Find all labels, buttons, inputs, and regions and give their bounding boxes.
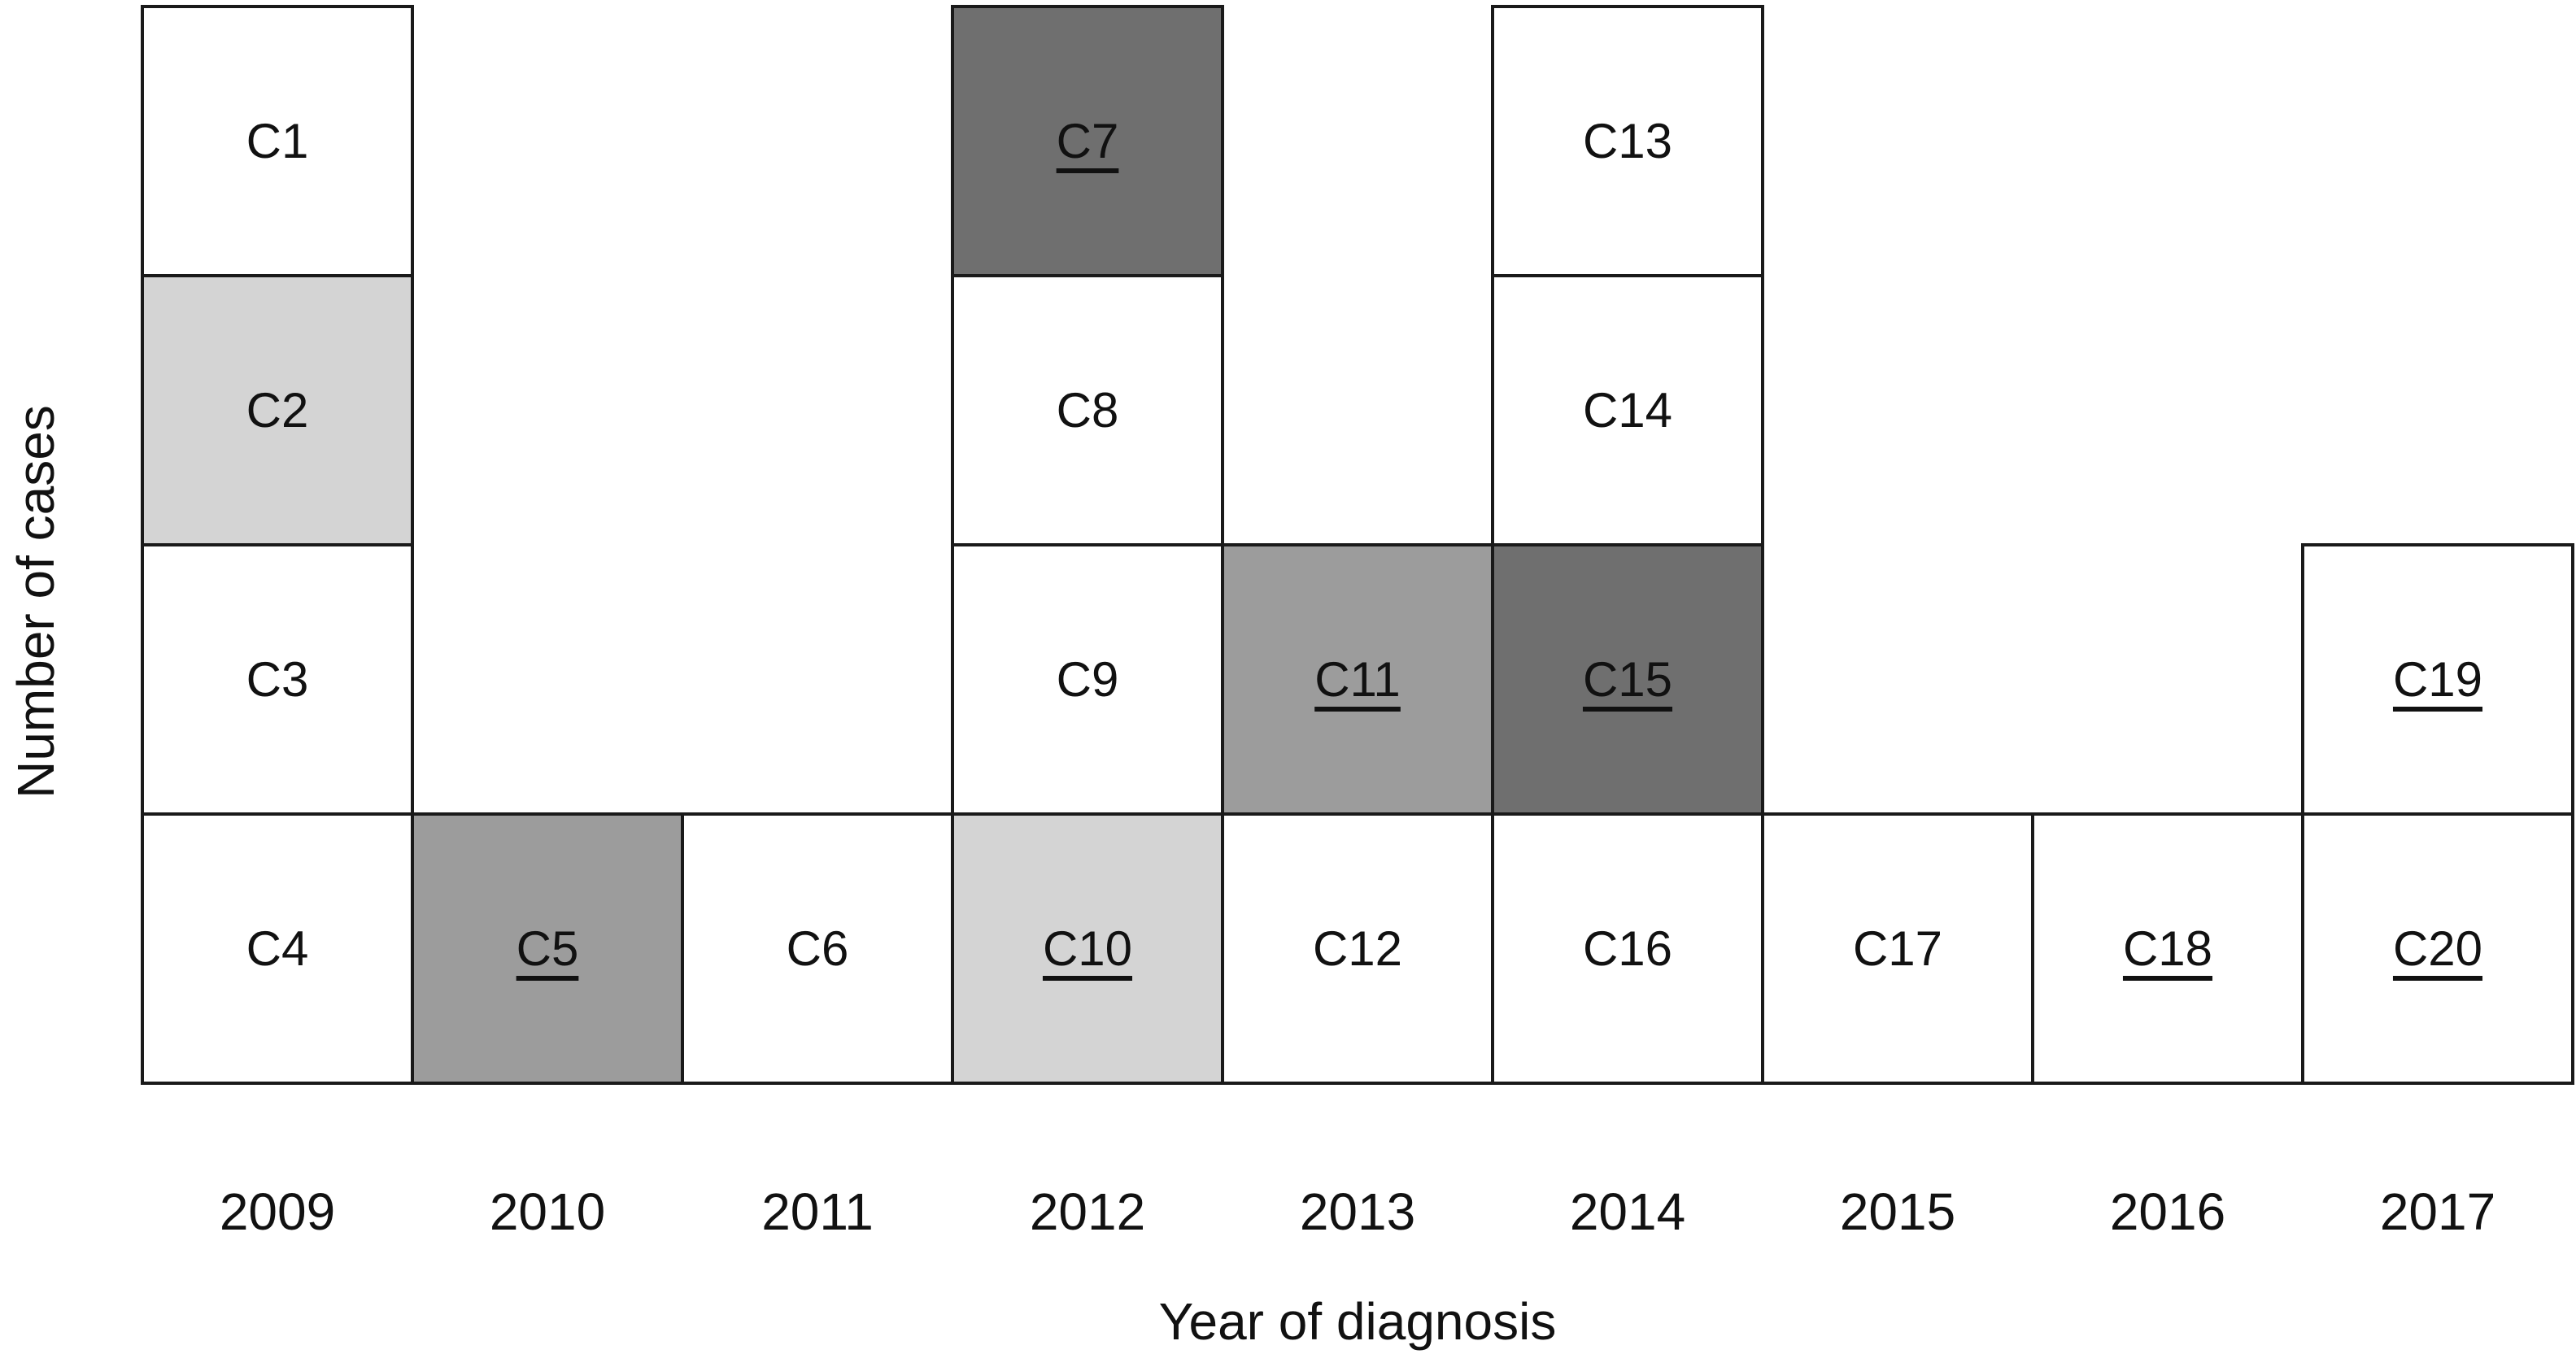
case-label: C4 [246, 921, 309, 976]
case-box-c7: C7 [951, 5, 1224, 277]
x-tick-label-2009: 2009 [219, 1182, 336, 1241]
x-tick-label-2014: 2014 [1569, 1182, 1686, 1241]
case-label: C2 [246, 382, 309, 438]
case-label: C8 [1056, 382, 1119, 438]
case-label: C20 [2392, 921, 2483, 976]
case-box-c1: C1 [141, 5, 414, 277]
case-label: C16 [1582, 921, 1673, 976]
case-label: C11 [1314, 651, 1401, 707]
case-label: C17 [1852, 921, 1943, 976]
case-box-c20: C20 [2301, 812, 2574, 1085]
x-axis-title: Year of diagnosis [1158, 1292, 1557, 1351]
case-label: C7 [1056, 113, 1119, 168]
plot-area: C1 C2 C3 C4 C5 C6 C7 C8 C9 C10 C11 C12 C13 C14 C15 C16 C… [141, 5, 2574, 1085]
case-label: C15 [1582, 651, 1673, 707]
case-label: C3 [246, 651, 309, 707]
case-label: C6 [786, 921, 849, 976]
case-label: C13 [1582, 113, 1673, 168]
case-box-c2: C2 [141, 274, 414, 546]
case-label: C12 [1312, 921, 1403, 976]
case-box-c14: C14 [1491, 274, 1764, 546]
case-box-c18: C18 [2031, 812, 2304, 1085]
case-box-c17: C17 [1761, 812, 2034, 1085]
x-tick-label-2013: 2013 [1299, 1182, 1416, 1241]
case-box-c5: C5 [411, 812, 684, 1085]
case-label: C1 [246, 113, 309, 168]
case-label: C10 [1042, 921, 1133, 976]
case-box-c11: C11 [1221, 543, 1494, 816]
case-box-c13: C13 [1491, 5, 1764, 277]
case-label: C14 [1582, 382, 1673, 438]
x-tick-label-2011: 2011 [761, 1182, 874, 1241]
x-tick-label-2015: 2015 [1839, 1182, 1956, 1241]
case-box-c8: C8 [951, 274, 1224, 546]
case-label: C19 [2392, 651, 2483, 707]
x-tick-label-2016: 2016 [2109, 1182, 2226, 1241]
case-box-c15: C15 [1491, 543, 1764, 816]
case-box-c9: C9 [951, 543, 1224, 816]
case-label: C5 [516, 921, 579, 976]
y-axis-title: Number of cases [7, 405, 65, 799]
case-box-c6: C6 [681, 812, 954, 1085]
case-box-c10: C10 [951, 812, 1224, 1085]
case-label: C9 [1056, 651, 1119, 707]
case-box-c19: C19 [2301, 543, 2574, 816]
case-box-c3: C3 [141, 543, 414, 816]
case-box-c16: C16 [1491, 812, 1764, 1085]
case-box-c4: C4 [141, 812, 414, 1085]
x-tick-label-2010: 2010 [489, 1182, 606, 1241]
case-label: C18 [2122, 921, 2213, 976]
x-tick-label-2017: 2017 [2379, 1182, 2496, 1241]
case-box-c12: C12 [1221, 812, 1494, 1085]
x-tick-label-2012: 2012 [1029, 1182, 1146, 1241]
